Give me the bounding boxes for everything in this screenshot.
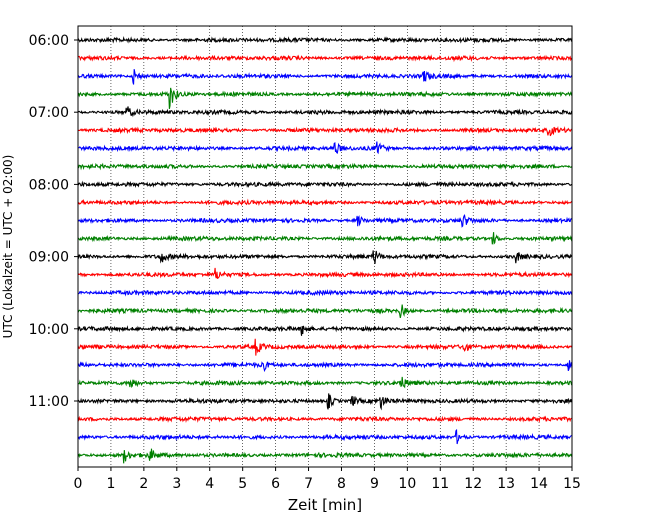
y-axis-label: UTC (Lokalzeit = UTC + 02:00) bbox=[1, 155, 15, 339]
x-tick-label: 15 bbox=[563, 476, 581, 492]
x-axis: 0 1 2 3 4 5 6 7 8 9 10 11 12 13 14 15 bbox=[74, 467, 581, 492]
trace-0900 bbox=[77, 250, 573, 264]
x-tick-label: 3 bbox=[172, 476, 181, 492]
x-axis-label: Zeit [min] bbox=[288, 496, 362, 514]
trace-1130 bbox=[77, 428, 573, 445]
y-tick-label: 07:00 bbox=[29, 105, 69, 121]
x-tick-label: 5 bbox=[238, 476, 247, 492]
x-tick-label: 4 bbox=[205, 476, 214, 492]
trace-0915 bbox=[77, 267, 573, 279]
trace-0645 bbox=[77, 87, 573, 109]
x-tick-label: 10 bbox=[398, 476, 416, 492]
x-tick-label: 6 bbox=[271, 476, 280, 492]
trace-0600 bbox=[77, 36, 573, 44]
x-tick-label: 7 bbox=[304, 476, 313, 492]
x-tick-label: 8 bbox=[337, 476, 346, 492]
trace-0815 bbox=[77, 198, 573, 207]
trace-0745 bbox=[77, 162, 573, 171]
trace-1000 bbox=[77, 324, 573, 336]
x-tick-label: 13 bbox=[497, 476, 515, 492]
x-tick-label: 9 bbox=[370, 476, 379, 492]
x-tick-label: 11 bbox=[431, 476, 449, 492]
y-tick-label: 06:00 bbox=[29, 33, 69, 49]
y-tick-label: 10:00 bbox=[29, 322, 69, 338]
x-tick-label: 1 bbox=[106, 476, 115, 492]
trace-0830 bbox=[77, 214, 573, 228]
trace-0800 bbox=[77, 180, 573, 189]
trace-0930 bbox=[77, 288, 573, 297]
trace-1145 bbox=[77, 448, 573, 464]
trace-1100 bbox=[77, 393, 573, 411]
trace-0730 bbox=[77, 141, 573, 155]
trace-0945 bbox=[77, 304, 573, 318]
trace-1115 bbox=[77, 415, 573, 424]
plot-frame bbox=[77, 25, 573, 468]
trace-0630 bbox=[77, 69, 573, 85]
trace-0845 bbox=[77, 232, 573, 245]
x-tick-label: 0 bbox=[74, 476, 83, 492]
trace-1045 bbox=[77, 376, 573, 389]
trace-layer bbox=[77, 36, 573, 464]
trace-0700 bbox=[77, 106, 573, 118]
x-tick-label: 2 bbox=[139, 476, 148, 492]
y-tick-label: 08:00 bbox=[29, 177, 69, 193]
trace-0615 bbox=[77, 54, 573, 63]
y-axis: 06:00 07:00 08:00 09:00 10:00 11:00 bbox=[29, 33, 78, 410]
y-tick-label: 11:00 bbox=[29, 394, 69, 410]
x-tick-label: 14 bbox=[530, 476, 548, 492]
y-tick-label: 09:00 bbox=[29, 250, 69, 266]
trace-1015 bbox=[77, 338, 573, 356]
trace-0715 bbox=[77, 126, 573, 137]
x-tick-label: 12 bbox=[464, 476, 482, 492]
trace-1030 bbox=[77, 360, 573, 373]
